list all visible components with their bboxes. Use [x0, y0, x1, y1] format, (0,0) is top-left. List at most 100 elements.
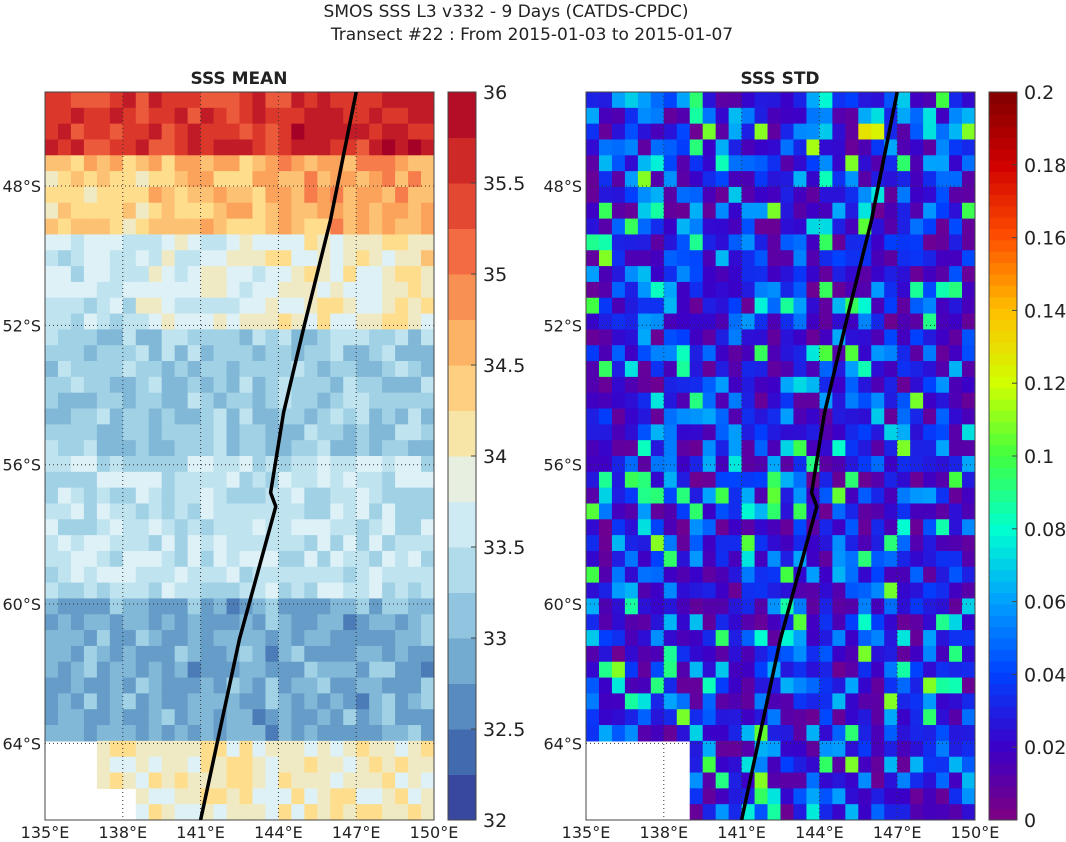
map-cell [421, 725, 434, 742]
map-cell [702, 598, 717, 615]
map-cell [83, 408, 98, 425]
map-cell [845, 661, 859, 679]
map-cell [923, 550, 937, 568]
map-cell [845, 503, 859, 520]
map-cell [923, 440, 937, 457]
map-cell [650, 313, 665, 330]
map-cell [780, 661, 795, 679]
map-cell [767, 440, 782, 457]
map-cell [780, 550, 795, 568]
map-cell [265, 598, 279, 615]
map-cell [741, 376, 756, 394]
map-cell [845, 471, 859, 489]
map-cell [624, 487, 639, 505]
map-cell [83, 566, 98, 584]
map-cell [369, 709, 383, 726]
map-cell [83, 202, 98, 220]
map-cell [382, 804, 396, 820]
map-cell [252, 424, 267, 441]
map-cell [858, 582, 872, 600]
x-tick-label: 135°E [21, 823, 70, 842]
map-cell [884, 250, 898, 267]
map-cell [910, 123, 924, 141]
map-cell [213, 645, 228, 663]
map-cell [897, 550, 911, 568]
map-cell [382, 693, 396, 710]
map-cell [278, 155, 292, 172]
map-cell [278, 725, 292, 742]
map-cell [728, 582, 743, 600]
map-cell [650, 123, 665, 141]
map-cell [819, 566, 833, 584]
map-cell [96, 139, 111, 156]
map-cell [226, 582, 241, 600]
map-cell [884, 234, 898, 251]
map-cell [884, 456, 898, 473]
transect-line [198, 92, 358, 820]
map-cell [291, 566, 305, 584]
left-panel-title: SSS MEAN [190, 69, 287, 89]
map-cell [239, 297, 254, 315]
map-cell [806, 281, 820, 299]
map-cell [45, 487, 59, 505]
map-cell [317, 92, 331, 109]
map-cell [858, 471, 872, 489]
map-cell [624, 709, 639, 726]
map-cell [343, 266, 357, 283]
map-cell [728, 202, 743, 220]
map-cell [213, 202, 228, 220]
colorbar-tick-label: 35 [483, 264, 507, 286]
map-cell [611, 408, 626, 425]
map-cell [213, 171, 228, 188]
map-cell [174, 804, 189, 820]
map-cell [213, 266, 228, 283]
map-cell [586, 155, 600, 172]
colorbar-segment [989, 319, 1017, 332]
map-cell [187, 503, 202, 520]
map-cell [650, 440, 665, 457]
map-cell [936, 788, 950, 805]
map-cell [174, 550, 189, 568]
map-cell [845, 139, 859, 156]
map-cell [122, 661, 137, 679]
map-cell [962, 519, 975, 536]
map-cell [650, 234, 665, 251]
map-cell [624, 218, 639, 236]
map-cell [923, 186, 937, 204]
map-cell [291, 645, 305, 663]
map-cell [611, 329, 626, 346]
map-cell [949, 503, 963, 520]
map-cell [161, 519, 176, 536]
map-cell [689, 550, 704, 568]
map-cell [819, 550, 833, 568]
map-cell [382, 740, 396, 758]
map-cell [109, 107, 124, 125]
map-cell [624, 297, 639, 315]
map-cell [148, 598, 163, 615]
map-cell [962, 471, 975, 489]
map-cell [637, 329, 652, 346]
map-cell [586, 313, 600, 330]
map-cell [148, 725, 163, 742]
map-cell [780, 107, 795, 125]
map-cell [83, 582, 98, 600]
map-cell [702, 756, 717, 774]
map-cell [265, 677, 279, 694]
map-cell [213, 392, 228, 410]
map-cell [135, 155, 150, 172]
map-cell [304, 471, 318, 489]
colorbar-segment [989, 114, 1017, 127]
map-cell [408, 487, 422, 505]
map-cell [395, 535, 409, 552]
map-cell [923, 630, 937, 647]
map-cell [780, 266, 795, 283]
map-cell [936, 123, 950, 141]
map-cell [421, 202, 434, 220]
map-cell [702, 503, 717, 520]
map-cell [45, 408, 59, 425]
map-cell [356, 582, 370, 600]
map-cell [741, 297, 756, 315]
map-cell [845, 440, 859, 457]
map-cell [135, 202, 150, 220]
